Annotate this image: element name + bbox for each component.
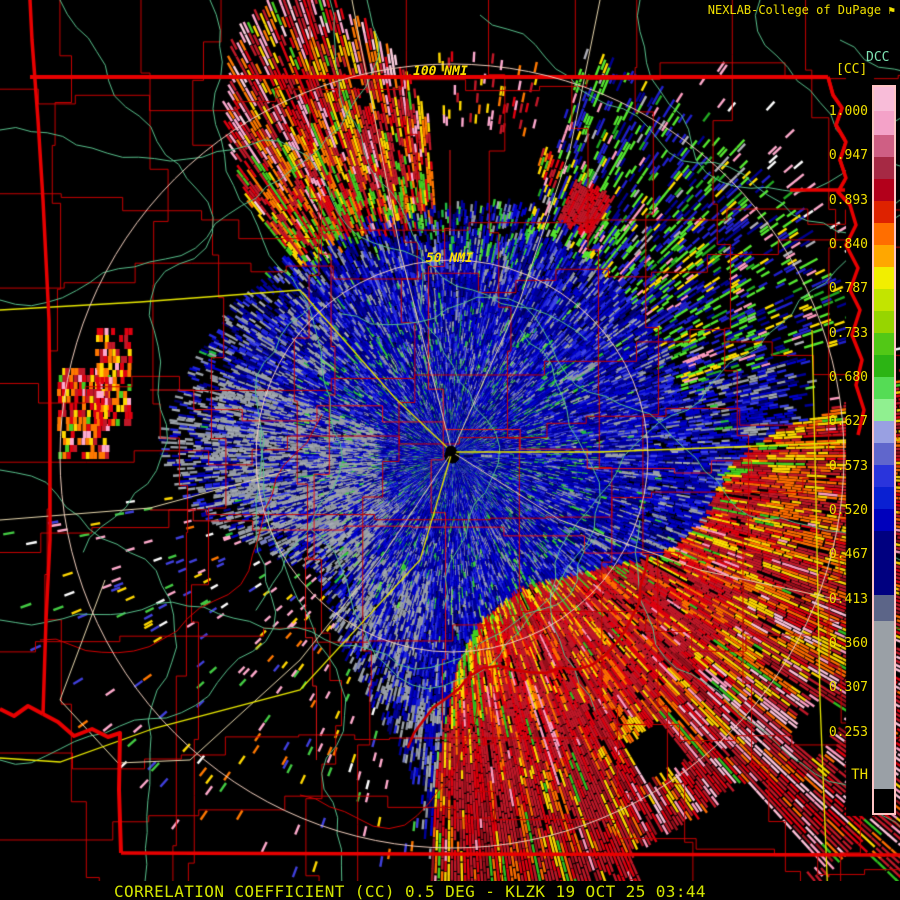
- product-status-text: CORRELATION COEFFICIENT (CC) 0.5 DEG - K…: [114, 882, 706, 900]
- colorbar-segment: [874, 245, 894, 267]
- colorbar-segment: [874, 289, 894, 311]
- colorbar-tick: 0.573: [828, 458, 868, 474]
- colorbar-segment: [874, 333, 894, 355]
- colorbar-segment: [874, 595, 894, 621]
- colorbar-tick: 0.947: [828, 148, 868, 164]
- colorbar-tick: 0.733: [828, 325, 868, 341]
- colorbar-segment: [874, 311, 894, 333]
- colorbar-segment: [874, 443, 894, 465]
- colorbar-segment: [874, 421, 894, 443]
- colorbar-mode-label: DCC: [866, 50, 890, 65]
- brand-text: NEXLAB-College of DuPage: [707, 3, 882, 17]
- colorbar-segment: [874, 377, 894, 399]
- colorbar-segment: [874, 355, 894, 377]
- colorbar-tick: 0.360: [828, 635, 868, 651]
- colorbar-tick: 0.307: [828, 680, 868, 696]
- colorbar-segment: [874, 223, 894, 245]
- colorbar-segment: [874, 201, 894, 223]
- range-ring-label-50: 50 NMI: [426, 251, 473, 266]
- colorbar-threshold-label: TH: [851, 767, 868, 783]
- colorbar-segment: [874, 509, 894, 531]
- colorbar-segment: [874, 399, 894, 421]
- brand: NEXLAB-College of DuPage ⚑: [708, 3, 895, 17]
- colorbar-segment: [874, 157, 894, 179]
- colorbar-tick: 0.467: [828, 547, 868, 563]
- colorbar-segment: [874, 789, 894, 813]
- colorbar-segment: [874, 87, 894, 111]
- colorbar-tick: 0.627: [828, 414, 868, 430]
- colorbar-tick: 0.840: [828, 236, 868, 252]
- colorbar-segment: [874, 621, 894, 789]
- colorbar-segment: [874, 487, 894, 509]
- colorbar-segment: [874, 179, 894, 201]
- colorbar-tick: 0.520: [828, 502, 868, 518]
- colorbar-units-label: [CC]: [836, 62, 868, 77]
- colorbar-segment: [874, 531, 894, 595]
- colorbar-segment: [874, 267, 894, 289]
- colorbar-segment: [874, 111, 894, 135]
- colorbar-tick: 0.787: [828, 281, 868, 297]
- colorbar-segment: [874, 135, 894, 157]
- colorbar-tick: 0.680: [828, 369, 868, 385]
- colorbar-tick: 1.000: [828, 104, 868, 119]
- colorbar-tick: 0.893: [828, 192, 868, 208]
- range-ring-label-100: 100 NMI: [413, 64, 468, 79]
- colorbar-tick: 0.413: [828, 591, 868, 607]
- flag-icon: ⚑: [888, 4, 895, 17]
- status-bar: CORRELATION COEFFICIENT (CC) 0.5 DEG - K…: [0, 881, 900, 900]
- colorbar: [872, 85, 896, 815]
- colorbar-tick: 0.253: [828, 724, 868, 740]
- colorbar-segment: [874, 465, 894, 487]
